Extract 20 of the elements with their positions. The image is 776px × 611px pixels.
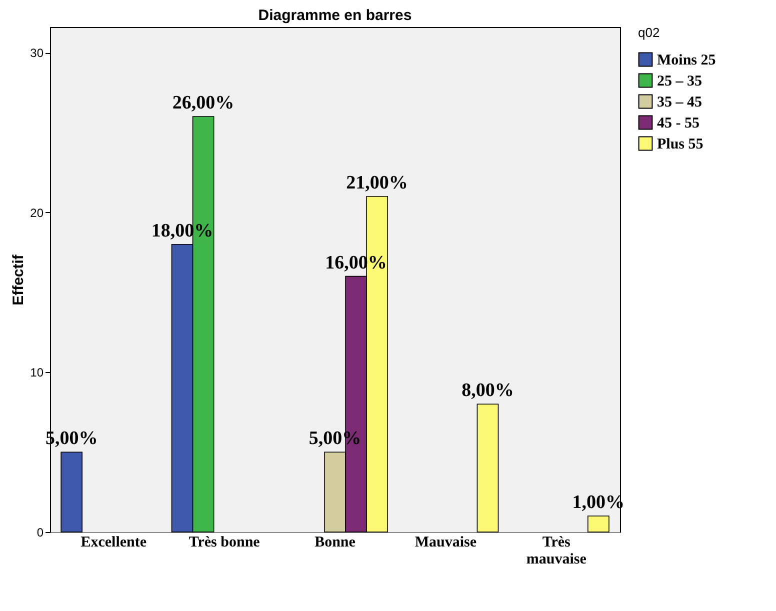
y-tick-label: 30 bbox=[30, 46, 44, 60]
legend-label: 25 – 35 bbox=[657, 74, 702, 90]
x-tick-label: Très mauvaise bbox=[526, 534, 587, 568]
legend-label: 35 – 45 bbox=[657, 94, 702, 110]
legend-label: 45 - 55 bbox=[657, 116, 700, 132]
chart-title: Diagramme en barres bbox=[258, 7, 412, 24]
legend-title: q02 bbox=[638, 25, 660, 40]
x-tick-label: Très bonne bbox=[188, 534, 260, 550]
x-tick-label: Mauvaise bbox=[414, 534, 477, 550]
y-tick-label: 10 bbox=[30, 366, 44, 380]
x-tick-label: Bonne bbox=[314, 534, 356, 550]
data-label: 26,00% bbox=[172, 92, 234, 114]
y-tick-label: 0 bbox=[36, 526, 44, 540]
legend-label: Moins 25 bbox=[657, 52, 716, 68]
data-label: 8,00% bbox=[462, 380, 514, 402]
data-label: 21,00% bbox=[346, 172, 408, 194]
y-tick-label: 20 bbox=[30, 206, 44, 220]
y-axis-title: Effectif bbox=[10, 254, 28, 306]
x-tick-label: Excellente bbox=[80, 534, 147, 550]
legend-label: Plus 55 bbox=[657, 136, 704, 152]
